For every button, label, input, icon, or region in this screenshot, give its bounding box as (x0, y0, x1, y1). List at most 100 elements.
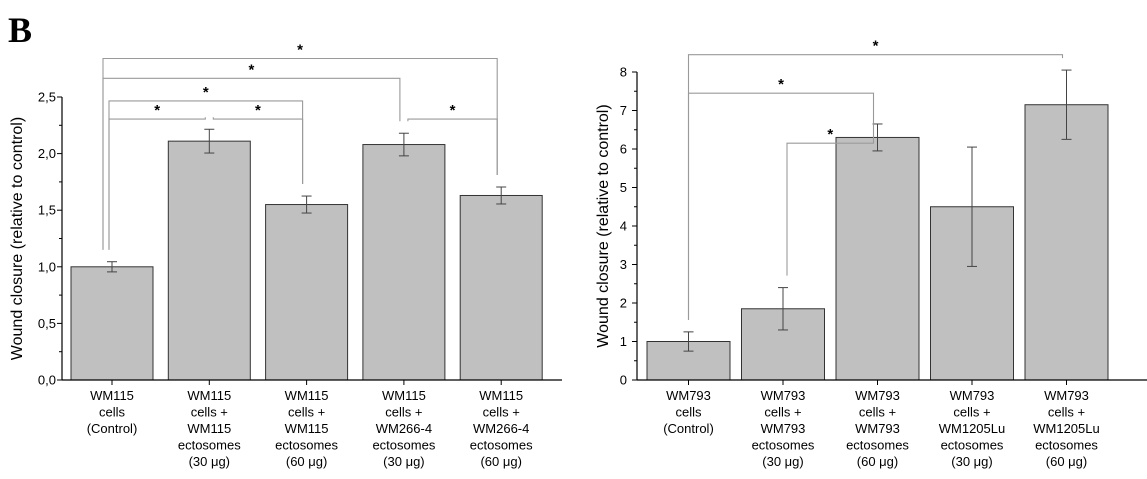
x-tick-label-line: WM115 (187, 421, 231, 436)
x-tick-label-line: WM115 (90, 388, 134, 403)
y-axis-label: Wound closure (relative to control) (595, 104, 612, 347)
x-tick-label: WM793 cells + WM1205Lu ectosomes (60 μg) (1033, 388, 1099, 469)
error-bar (778, 287, 788, 331)
x-tick-label-line: WM793 (950, 388, 995, 403)
x-tick-label: WM793 cells + WM793 ectosomes (60 μg) (846, 388, 909, 469)
error-bar (1061, 69, 1072, 140)
x-tick-label: WM115 cells + WM115 ectosomes (60 μg) (275, 388, 338, 469)
bar (459, 194, 543, 381)
x-tick-label: WM115 cells + WM266-4 ectosomes (60 μg) (470, 388, 533, 469)
significance-bracket: * (102, 61, 401, 250)
y-tick-label: 3 (620, 257, 627, 272)
significance-star: * (203, 84, 209, 101)
error-bar (967, 146, 977, 267)
y-tick-label: 2,0 (38, 146, 56, 161)
y-tick-label: 5 (620, 180, 627, 195)
x-tick-label-line: (60 μg) (480, 454, 521, 469)
x-tick-label-line: WM793 (666, 388, 711, 403)
x-tick-label-line: (30 μg) (951, 454, 992, 469)
significance-bracket-line (212, 117, 304, 185)
y-tick-label: 0,5 (38, 316, 56, 331)
error-bar (204, 128, 215, 154)
significance-bracket: * (687, 38, 1064, 320)
x-tick-label-line: WM266-4 (473, 421, 529, 436)
x-tick-label-line: cells + (859, 405, 896, 420)
y-tick-label: 1,5 (38, 203, 56, 218)
significance-bracket-line (687, 54, 1064, 320)
x-tick-label-line: WM793 (855, 388, 900, 403)
chart-right: 0 1 2 3 4 5 6 7 8 Wound closure (relative to cont… (595, 38, 1147, 469)
x-tick-label-line: WM793 (1044, 388, 1089, 403)
significance-bracket-line (102, 77, 401, 250)
x-tick-label: WM793 cells + WM1205Lu ectosomes (30 μg) (939, 388, 1005, 469)
significance-star: * (154, 102, 160, 119)
bar (1024, 104, 1109, 381)
x-tick-label-line: WM266-4 (376, 421, 432, 436)
x-tick-label-line: cells + (385, 405, 422, 420)
error-bar (398, 132, 409, 157)
significance-star: * (827, 126, 833, 143)
x-tick-label-line: (Control) (663, 421, 714, 436)
x-tick-label-line: (30 μg) (762, 454, 803, 469)
significance-bracket: * (102, 42, 498, 250)
x-tick-label-line: cells + (288, 405, 325, 420)
x-tick-label-line: WM1205Lu (1033, 421, 1099, 436)
bar (167, 140, 251, 381)
significance-bracket-line (786, 111, 875, 276)
significance-bracket-line (102, 57, 498, 250)
significance-bracket: * (212, 102, 304, 185)
x-tick-label-line: (60 μg) (1046, 454, 1087, 469)
x-tick-label: WM115 cells (Control) (87, 388, 138, 436)
x-tick-label-line: WM793 (761, 421, 806, 436)
error-bar (107, 261, 117, 273)
x-tick-label-line: ectosomes (372, 438, 435, 453)
y-tick-label: 8 (620, 65, 627, 80)
error-bar (683, 331, 694, 352)
x-tick-label: WM115 cells + WM115 ectosomes (30 μg) (178, 388, 241, 469)
y-axis-label: Wound closure (relative to control) (9, 117, 26, 360)
x-tick-label-line: cells + (1048, 405, 1085, 420)
chart-left: 0,0 0,5 1,0 1,5 2,0 2,5 Wound closure (relativ… (9, 42, 562, 469)
x-tick-label-line: ectosomes (846, 438, 909, 453)
bar (835, 136, 920, 381)
x-tick-label-line: (30 μg) (383, 454, 424, 469)
x-tick-label-line: (60 μg) (286, 454, 327, 469)
significance-star: * (450, 102, 456, 119)
x-tick-label-line: ectosomes (275, 438, 338, 453)
x-tick-label-line: cells + (764, 405, 801, 420)
y-tick-label: 6 (620, 142, 627, 157)
y-tick-label: 0,0 (38, 373, 56, 388)
x-tick-label-line: WM115 (187, 388, 231, 403)
x-tick-label-line: WM115 (285, 421, 329, 436)
error-bar (496, 186, 507, 205)
y-tick-label: 1,0 (38, 259, 56, 274)
x-tick-label-line: WM115 (285, 388, 329, 403)
panel-label: B (8, 10, 32, 50)
x-tick-label-line: WM115 (479, 388, 523, 403)
y-tick-label: 4 (620, 219, 627, 234)
significance-star: * (297, 42, 303, 59)
bar (70, 266, 154, 381)
y-tick-label: 2,5 (38, 90, 56, 105)
y-tick-label: 2 (620, 296, 627, 311)
x-tick-label-line: ectosomes (178, 438, 241, 453)
x-tick-label: WM793 cells (Control) (663, 388, 714, 436)
significance-bracket: * (786, 111, 875, 276)
bar (362, 144, 446, 381)
x-tick-label-line: ectosomes (752, 438, 815, 453)
x-tick-label-line: (60 μg) (857, 454, 898, 469)
y-tick-label: 1 (620, 334, 627, 349)
x-tick-label-line: (Control) (87, 421, 138, 436)
x-tick-label-line: ectosomes (1035, 438, 1098, 453)
x-tick-label-line: ectosomes (941, 438, 1004, 453)
y-tick-label: 7 (620, 103, 627, 118)
bar (265, 204, 349, 381)
y-tick-label: 0 (620, 373, 627, 388)
significance-star: * (255, 102, 261, 119)
x-tick-label-line: cells (675, 405, 702, 420)
x-tick-label-line: cells + (483, 405, 520, 420)
significance-star: * (249, 61, 255, 78)
x-tick-label-line: cells + (191, 405, 228, 420)
x-tick-label-line: ectosomes (470, 438, 533, 453)
x-tick-label: WM115 cells + WM266-4 ectosomes (30 μg) (372, 388, 435, 469)
